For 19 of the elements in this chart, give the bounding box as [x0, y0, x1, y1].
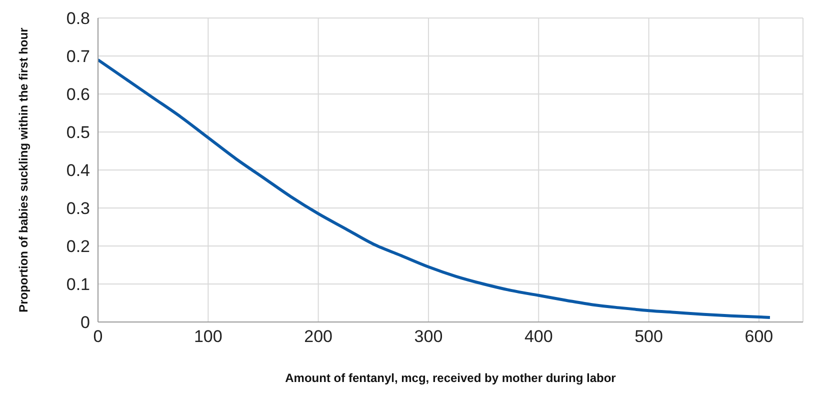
y-tick-label: 0.1 — [66, 275, 90, 294]
y-tick-label: 0.5 — [66, 123, 90, 142]
y-tick-label: 0.4 — [66, 161, 90, 180]
x-tick-label: 500 — [634, 327, 663, 346]
x-axis-title: Amount of fentanyl, mcg, received by mother during labor — [285, 371, 616, 385]
y-axis-title: Proportion of babies suckling within the first hour — [16, 27, 30, 312]
y-tick-label: 0.7 — [66, 47, 90, 66]
x-tick-label: 600 — [744, 327, 774, 346]
y-tick-label: 0.3 — [66, 199, 90, 218]
x-tick-label: 300 — [414, 327, 443, 346]
x-tick-label: 400 — [524, 327, 553, 346]
y-tick-label: 0.8 — [66, 9, 90, 28]
x-tick-label: 100 — [194, 327, 222, 346]
y-tick-label: 0.6 — [66, 85, 90, 104]
y-tick-label: 0.2 — [66, 237, 90, 256]
x-tick-label: 0 — [93, 327, 103, 346]
y-tick-label: 0 — [80, 313, 90, 332]
line-series — [98, 58, 772, 319]
x-tick-label: 200 — [304, 327, 332, 346]
